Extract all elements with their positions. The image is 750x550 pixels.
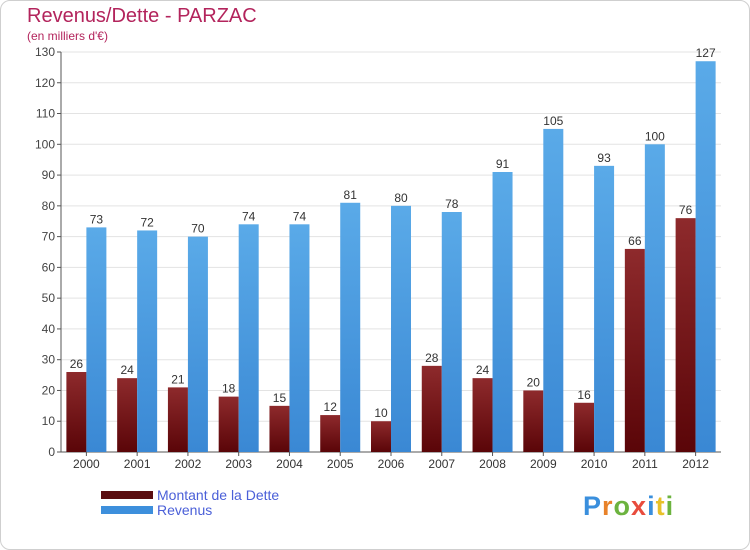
- y-tick-label: 40: [42, 322, 56, 336]
- legend-label-revenus: Revenus: [157, 501, 213, 518]
- data-label: 127: [696, 46, 716, 60]
- x-tick-label: 2008: [479, 457, 506, 471]
- chart-title: Revenus/Dette - PARZAC: [27, 5, 257, 27]
- logo-letter: t: [655, 491, 666, 521]
- x-tick-label: 2000: [73, 457, 100, 471]
- bar-revenus: [238, 224, 259, 452]
- y-tick-label: 50: [42, 291, 56, 305]
- y-tick-label: 80: [42, 199, 56, 213]
- bar-dette: [574, 402, 595, 452]
- bar-revenus: [492, 172, 513, 452]
- data-label: 74: [293, 209, 307, 223]
- bar-revenus: [441, 212, 462, 452]
- bar-revenus: [340, 202, 361, 452]
- data-label: 91: [496, 157, 510, 171]
- logo-letter: i: [665, 491, 675, 521]
- y-tick-label: 60: [42, 260, 56, 274]
- data-label: 70: [191, 222, 205, 236]
- data-label: 28: [425, 351, 439, 365]
- logo-letter: o: [613, 491, 632, 521]
- data-label: 18: [222, 382, 236, 396]
- x-tick-label: 2005: [327, 457, 354, 471]
- bar-revenus: [594, 165, 615, 452]
- x-tick-label: 2001: [124, 457, 151, 471]
- data-label: 78: [445, 197, 459, 211]
- data-label: 10: [374, 406, 388, 420]
- y-tick-label: 110: [36, 107, 55, 121]
- data-label: 73: [90, 212, 104, 226]
- data-label: 12: [324, 400, 338, 414]
- data-label: 21: [171, 372, 185, 386]
- bar-revenus: [543, 128, 564, 452]
- chart-subtitle: (en milliers d'€): [27, 29, 108, 43]
- data-label: 16: [577, 388, 591, 402]
- bar-dette: [624, 248, 645, 452]
- y-tick-label: 90: [42, 168, 56, 182]
- bar-dette: [320, 415, 341, 452]
- bar-dette: [421, 365, 442, 452]
- legend-swatch-dette: [101, 490, 153, 499]
- data-label: 20: [527, 375, 541, 389]
- y-tick-label: 100: [35, 137, 55, 151]
- bar-revenus: [86, 227, 107, 452]
- y-tick-label: 20: [42, 383, 56, 397]
- x-tick-label: 2009: [530, 457, 557, 471]
- data-label: 15: [273, 391, 287, 405]
- bar-revenus: [187, 236, 208, 452]
- bar-revenus: [137, 230, 158, 452]
- bar-dette: [66, 372, 87, 452]
- data-label: 74: [242, 209, 256, 223]
- x-tick-label: 2010: [581, 457, 608, 471]
- bar-dette: [167, 387, 188, 452]
- x-tick-label: 2003: [225, 457, 252, 471]
- logo-letter: r: [602, 491, 614, 521]
- data-label: 76: [679, 203, 693, 217]
- y-tick-label: 30: [42, 353, 56, 367]
- data-label: 100: [645, 129, 665, 143]
- y-tick-label: 120: [35, 76, 55, 90]
- proxiti-logo: Proxiti: [583, 491, 674, 522]
- data-label: 80: [394, 191, 408, 205]
- bar-dette: [472, 378, 493, 452]
- bar-dette: [269, 405, 290, 452]
- data-label: 24: [120, 363, 134, 377]
- legend-item-revenus: Revenus: [101, 501, 279, 518]
- bar-dette: [675, 218, 696, 452]
- bar-dette: [523, 390, 544, 452]
- legend-item-dette: Montant de la Dette: [101, 486, 280, 503]
- bar-revenus: [391, 205, 411, 452]
- x-tick-label: 2004: [276, 457, 303, 471]
- bar-dette: [371, 421, 391, 452]
- x-tick-label: 2006: [378, 457, 405, 471]
- bar-revenus: [695, 61, 716, 452]
- logo-letter: P: [583, 491, 603, 521]
- legend-swatch-revenus: [101, 505, 153, 514]
- logo-letter: x: [631, 491, 648, 521]
- data-label: 93: [597, 151, 611, 165]
- bar-revenus: [289, 224, 310, 452]
- data-label: 81: [344, 188, 358, 202]
- data-label: 24: [476, 363, 490, 377]
- x-tick-label: 2011: [632, 457, 658, 471]
- y-tick-label: 130: [35, 45, 55, 59]
- logo-letter: i: [647, 491, 656, 521]
- y-tick-label: 10: [42, 414, 56, 428]
- data-label: 105: [543, 114, 563, 128]
- data-label: 66: [628, 234, 642, 248]
- data-label: 26: [70, 357, 84, 371]
- x-tick-label: 2007: [428, 457, 455, 471]
- x-tick-label: 2002: [175, 457, 202, 471]
- bar-dette: [117, 378, 138, 452]
- bar-dette: [218, 396, 239, 452]
- x-tick-label: 2012: [682, 457, 709, 471]
- y-tick-label: 0: [48, 445, 55, 459]
- data-label: 72: [140, 215, 154, 229]
- legend-label-dette: Montant de la Dette: [157, 486, 280, 503]
- bar-revenus: [644, 144, 665, 453]
- y-tick-label: 70: [42, 230, 56, 244]
- legend: Montant de la Dette Revenus: [101, 486, 280, 518]
